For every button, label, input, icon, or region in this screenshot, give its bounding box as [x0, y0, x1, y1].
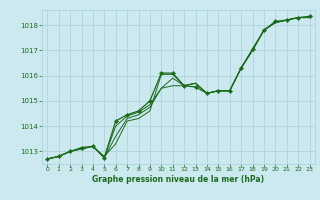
X-axis label: Graphe pression niveau de la mer (hPa): Graphe pression niveau de la mer (hPa) [92, 175, 264, 184]
